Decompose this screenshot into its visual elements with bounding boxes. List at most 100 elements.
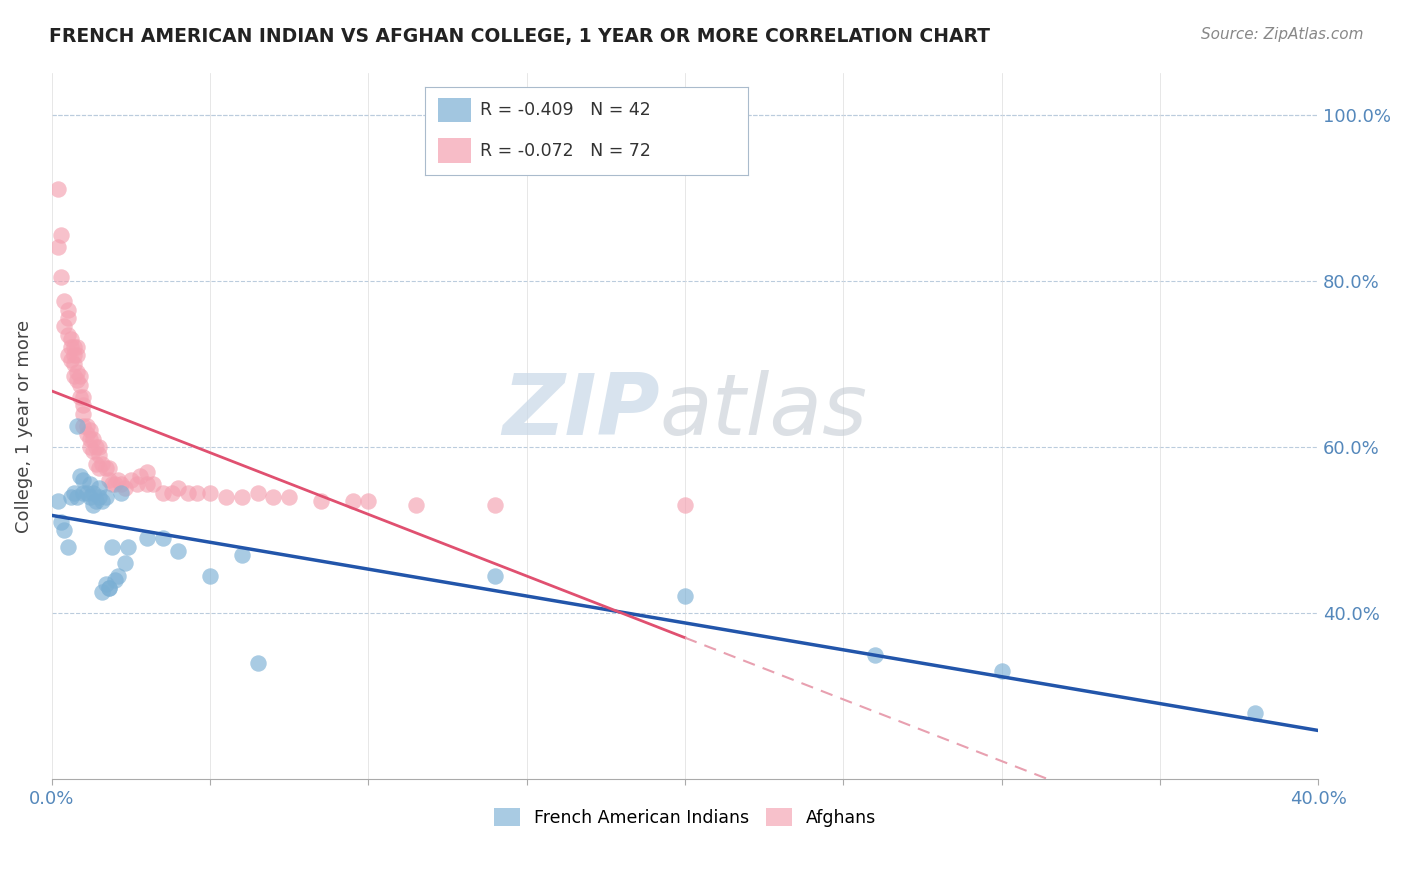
Point xyxy=(91,585,114,599)
Point xyxy=(97,581,120,595)
Point xyxy=(863,648,886,662)
Point xyxy=(101,540,124,554)
Point xyxy=(63,340,86,354)
Point xyxy=(59,352,82,367)
Point xyxy=(114,482,136,496)
Point xyxy=(63,349,86,363)
Point xyxy=(97,473,120,487)
Point xyxy=(357,494,380,508)
Point xyxy=(135,465,157,479)
Point xyxy=(66,349,89,363)
Point xyxy=(56,302,79,317)
Text: FRENCH AMERICAN INDIAN VS AFGHAN COLLEGE, 1 YEAR OR MORE CORRELATION CHART: FRENCH AMERICAN INDIAN VS AFGHAN COLLEGE… xyxy=(49,27,990,45)
Point xyxy=(89,490,111,504)
Point xyxy=(484,568,506,582)
Point xyxy=(84,494,107,508)
Point xyxy=(152,485,174,500)
Point xyxy=(94,460,117,475)
Point xyxy=(673,498,696,512)
Point xyxy=(97,581,120,595)
Point xyxy=(484,498,506,512)
Point xyxy=(673,590,696,604)
Point xyxy=(56,540,79,554)
Point xyxy=(82,432,104,446)
Point xyxy=(127,477,149,491)
Point xyxy=(63,369,86,384)
Point xyxy=(72,473,94,487)
Point xyxy=(66,419,89,434)
Point xyxy=(262,490,284,504)
Point xyxy=(142,477,165,491)
Point xyxy=(110,485,132,500)
Point xyxy=(89,460,111,475)
Point xyxy=(107,473,129,487)
Point xyxy=(46,240,69,254)
Point xyxy=(76,485,98,500)
Point xyxy=(405,498,427,512)
Point xyxy=(53,319,76,334)
Text: Source: ZipAtlas.com: Source: ZipAtlas.com xyxy=(1201,27,1364,42)
Point xyxy=(135,477,157,491)
Point xyxy=(160,485,183,500)
Point xyxy=(97,460,120,475)
Point xyxy=(51,515,73,529)
Point xyxy=(89,482,111,496)
Y-axis label: College, 1 year or more: College, 1 year or more xyxy=(15,319,32,533)
Point xyxy=(79,423,101,437)
Point xyxy=(69,377,91,392)
Point xyxy=(72,485,94,500)
Point xyxy=(309,494,332,508)
Point xyxy=(152,531,174,545)
Point xyxy=(53,294,76,309)
Point xyxy=(167,482,190,496)
Point xyxy=(278,490,301,504)
Point xyxy=(69,369,91,384)
Point xyxy=(69,390,91,404)
Point xyxy=(246,485,269,500)
Point xyxy=(135,531,157,545)
Point xyxy=(59,490,82,504)
Point xyxy=(129,469,152,483)
Point xyxy=(104,477,127,491)
Point xyxy=(107,568,129,582)
Point xyxy=(120,473,142,487)
Point xyxy=(66,365,89,379)
Point xyxy=(84,457,107,471)
Point xyxy=(91,457,114,471)
Point xyxy=(66,340,89,354)
Point xyxy=(117,540,139,554)
Point xyxy=(186,485,208,500)
Point xyxy=(56,349,79,363)
Point xyxy=(104,573,127,587)
Point xyxy=(990,665,1012,679)
Point xyxy=(63,357,86,371)
Point xyxy=(66,490,89,504)
Point xyxy=(231,490,253,504)
Point xyxy=(79,432,101,446)
Point xyxy=(101,477,124,491)
Point xyxy=(79,490,101,504)
Point xyxy=(76,427,98,442)
Point xyxy=(72,407,94,421)
Point xyxy=(110,477,132,491)
Point xyxy=(56,311,79,326)
Point xyxy=(76,419,98,434)
Point xyxy=(89,440,111,454)
Point xyxy=(89,448,111,462)
Point xyxy=(56,327,79,342)
Text: atlas: atlas xyxy=(659,370,868,453)
Text: ZIP: ZIP xyxy=(502,370,659,453)
Point xyxy=(51,227,73,242)
Point xyxy=(59,340,82,354)
Point xyxy=(66,373,89,387)
Point xyxy=(59,332,82,346)
Legend: French American Indians, Afghans: French American Indians, Afghans xyxy=(486,802,883,834)
Point xyxy=(46,494,69,508)
Point xyxy=(342,494,364,508)
Point xyxy=(246,656,269,670)
Point xyxy=(84,440,107,454)
Point xyxy=(82,444,104,458)
Point xyxy=(91,494,114,508)
Point xyxy=(46,182,69,196)
Point xyxy=(72,390,94,404)
